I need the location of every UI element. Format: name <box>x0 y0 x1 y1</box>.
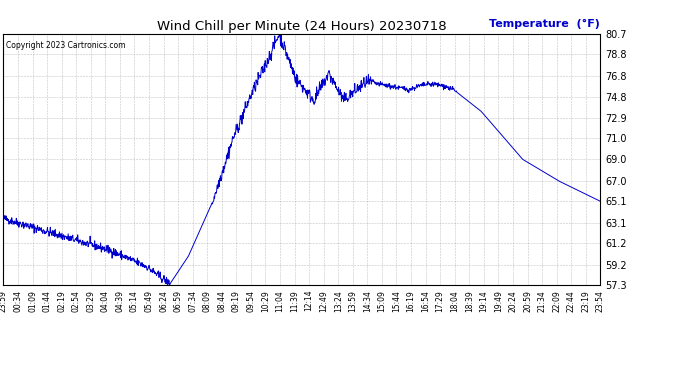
Text: Temperature  (°F): Temperature (°F) <box>489 19 600 29</box>
Text: Copyright 2023 Cartronics.com: Copyright 2023 Cartronics.com <box>6 41 126 50</box>
Title: Wind Chill per Minute (24 Hours) 20230718: Wind Chill per Minute (24 Hours) 2023071… <box>157 20 446 33</box>
